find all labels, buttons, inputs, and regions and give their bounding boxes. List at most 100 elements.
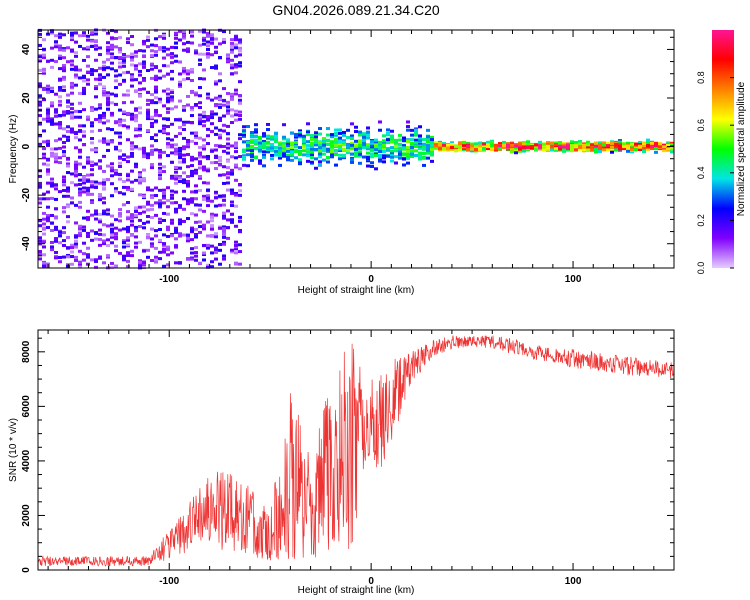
heatmap-cell (310, 147, 314, 151)
heatmap-cell (174, 245, 178, 249)
heatmap-cell (226, 226, 230, 230)
heatmap-cell (594, 141, 598, 145)
heatmap-cell (118, 82, 122, 86)
heatmap-cell (666, 143, 670, 147)
heatmap-cell (114, 94, 118, 98)
heatmap-cell (90, 129, 94, 133)
heatmap-cell (562, 143, 566, 147)
heatmap-cell (62, 48, 66, 52)
heatmap-cell (218, 136, 222, 140)
heatmap-cell (486, 140, 490, 144)
heatmap-cell (206, 199, 210, 203)
heatmap-cell (226, 111, 230, 115)
heatmap-cell (142, 205, 146, 209)
heatmap-cell (70, 196, 74, 200)
heatmap-cell (402, 144, 406, 148)
heatmap-cell (194, 258, 198, 262)
heatmap-cell (38, 239, 42, 243)
heatmap-cell (186, 233, 190, 237)
heatmap-cell (406, 152, 410, 156)
heatmap-cell (114, 189, 118, 193)
heatmap-cell (174, 165, 178, 169)
heatmap-cell (158, 220, 162, 224)
heatmap-cell (322, 141, 326, 145)
heatmap-cell (126, 111, 130, 115)
heatmap-cell (162, 188, 166, 192)
heatmap-cell (94, 237, 98, 241)
heatmap-cell (342, 156, 346, 160)
heatmap-cell (262, 134, 266, 138)
heatmap-cell (114, 147, 118, 151)
heatmap-cell (38, 185, 42, 189)
heatmap-cell (206, 142, 210, 146)
heatmap-cell (218, 262, 222, 266)
heatmap-cell (238, 94, 242, 98)
heatmap-cell (38, 55, 42, 59)
heatmap-cell (178, 80, 182, 84)
heatmap-cell (266, 146, 270, 150)
heatmap-cell (198, 203, 202, 207)
heatmap-cell (122, 93, 126, 97)
heatmap-cell (230, 204, 234, 208)
heatmap-cell (154, 65, 158, 69)
heatmap-cell (338, 131, 342, 135)
heatmap-cell (54, 42, 58, 46)
heatmap-cell (62, 152, 66, 156)
heatmap-cell (170, 196, 174, 200)
heatmap-cell (154, 234, 158, 238)
heatmap-cell (470, 144, 474, 148)
heatmap-cell (42, 197, 46, 201)
heatmap-cell (94, 69, 98, 73)
heatmap-cell (254, 123, 258, 127)
heatmap-cell (234, 109, 238, 113)
heatmap-cell (50, 196, 54, 200)
heatmap-cell (382, 156, 386, 160)
heatmap-cell (670, 146, 674, 150)
heatmap-cell (110, 52, 114, 56)
heatmap-cell (206, 167, 210, 171)
heatmap-cell (170, 145, 174, 149)
heatmap-cell (222, 242, 226, 246)
heatmap-cell (78, 265, 82, 269)
heatmap-cell (466, 148, 470, 152)
heatmap-cell (110, 223, 114, 227)
heatmap-cell (198, 208, 202, 212)
heatmap-cell (534, 147, 538, 151)
colorbar-tick-label: 0.8 (696, 71, 706, 84)
heatmap-cell (350, 134, 354, 138)
heatmap-cell (542, 142, 546, 146)
heatmap-cell (234, 243, 238, 247)
heatmap-cell (78, 44, 82, 48)
heatmap-cell (602, 148, 606, 152)
heatmap-cell (178, 146, 182, 150)
heatmap-cell (214, 51, 218, 55)
heatmap-cell (278, 156, 282, 160)
heatmap-cell (366, 126, 370, 130)
heatmap-cell (70, 262, 74, 266)
heatmap-cell (474, 148, 478, 152)
heatmap-cell (110, 113, 114, 117)
heatmap-cell (358, 141, 362, 145)
heatmap-cell (142, 78, 146, 82)
heatmap-cell (426, 135, 430, 139)
heatmap-cell (42, 211, 46, 215)
heatmap-cell (350, 143, 354, 147)
heatmap-cell (74, 75, 78, 79)
heatmap-cell (110, 214, 114, 218)
heatmap-cell (178, 218, 182, 222)
heatmap-cell (90, 68, 94, 72)
heatmap-cell (234, 191, 238, 195)
heatmap-cell (326, 127, 330, 131)
heatmap-cell (610, 145, 614, 149)
heatmap-y-tick-label: 40 (21, 43, 32, 55)
heatmap-cell (270, 157, 274, 161)
heatmap-cell (58, 161, 62, 165)
heatmap-cell (90, 141, 94, 145)
heatmap-cell (154, 186, 158, 190)
heatmap-cell (178, 204, 182, 208)
heatmap-cell (378, 128, 382, 132)
heatmap-cell (230, 155, 234, 159)
heatmap-cell (86, 173, 90, 177)
heatmap-cell (198, 189, 202, 193)
heatmap-cell (82, 165, 86, 169)
